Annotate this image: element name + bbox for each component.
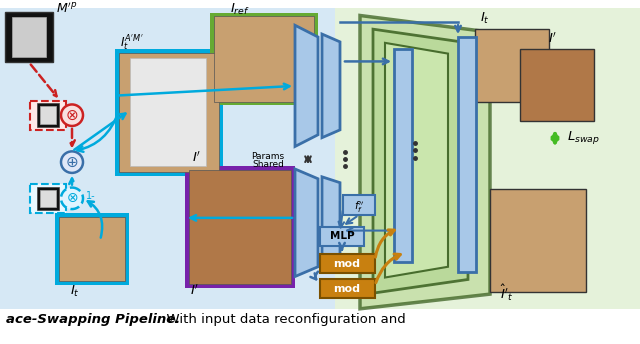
Circle shape	[61, 187, 83, 209]
Bar	[115, 49, 223, 176]
Polygon shape	[295, 169, 318, 277]
Bar	[30, 100, 66, 130]
Text: $I'$: $I'$	[548, 31, 557, 46]
Polygon shape	[385, 43, 448, 278]
Text: $I'$: $I'$	[190, 283, 199, 298]
Bar	[30, 184, 66, 213]
Text: $\hat{I}'_t$: $\hat{I}'_t$	[500, 283, 513, 303]
Text: ace-Swapping Pipeline.: ace-Swapping Pipeline.	[6, 313, 180, 326]
Bar	[55, 213, 129, 285]
Text: $I_t$: $I_t$	[70, 284, 80, 299]
Bar	[130, 58, 206, 166]
Text: $I_t$: $I_t$	[480, 11, 490, 26]
Bar	[0, 8, 335, 309]
Bar	[40, 106, 56, 124]
Bar	[37, 186, 59, 210]
Bar	[185, 166, 295, 288]
Bar	[458, 37, 476, 272]
Polygon shape	[373, 29, 468, 293]
Text: $I'$: $I'$	[192, 151, 201, 165]
Bar	[12, 18, 46, 56]
Bar	[5, 12, 53, 62]
Bar	[343, 195, 375, 215]
Bar	[335, 8, 640, 309]
Text: $I_t^{A'M'}$: $I_t^{A'M'}$	[120, 33, 143, 52]
Bar	[37, 104, 59, 127]
Text: $\oplus$: $\oplus$	[65, 155, 79, 170]
Bar	[0, 309, 640, 344]
Bar	[119, 53, 219, 172]
Text: With input data reconfiguration and: With input data reconfiguration and	[158, 313, 406, 326]
Text: mod: mod	[333, 259, 360, 269]
Polygon shape	[322, 177, 340, 269]
Bar	[475, 29, 549, 101]
Circle shape	[61, 105, 83, 126]
Text: Params: Params	[252, 152, 285, 161]
Bar	[520, 49, 594, 121]
Text: MLP: MLP	[330, 232, 355, 241]
Text: mod: mod	[333, 284, 360, 294]
Bar	[214, 17, 314, 101]
Text: $M'^p$: $M'^p$	[56, 1, 77, 15]
Text: $\otimes$: $\otimes$	[66, 191, 78, 205]
Bar	[320, 227, 364, 246]
Bar	[394, 49, 412, 262]
Circle shape	[61, 151, 83, 173]
Bar	[490, 189, 586, 292]
Bar	[320, 279, 375, 298]
Bar	[59, 217, 125, 281]
Text: $I_{ref}$: $I_{ref}$	[230, 1, 250, 17]
Bar	[320, 254, 375, 273]
Bar	[210, 12, 318, 105]
Text: $f_f''$: $f_f''$	[354, 200, 364, 215]
Bar	[189, 170, 291, 284]
Polygon shape	[322, 34, 340, 138]
Polygon shape	[295, 25, 318, 147]
Bar	[40, 190, 56, 207]
Text: $L_{swap}$: $L_{swap}$	[567, 129, 600, 146]
Text: Shared: Shared	[252, 160, 284, 169]
Text: 1-: 1-	[86, 191, 95, 201]
Polygon shape	[360, 15, 490, 309]
Text: $\otimes$: $\otimes$	[65, 108, 79, 123]
